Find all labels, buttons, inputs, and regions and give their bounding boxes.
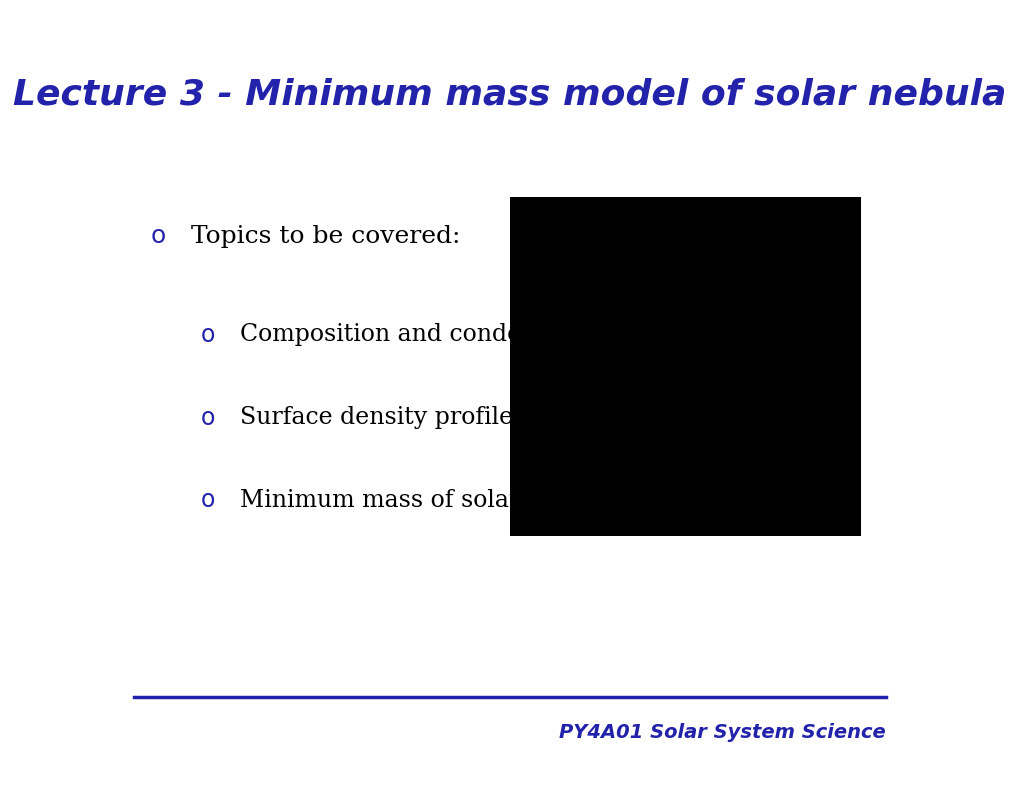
Text: o: o [201, 489, 215, 512]
Text: Topics to be covered:: Topics to be covered: [192, 225, 461, 248]
Text: o: o [151, 225, 166, 248]
Text: Composition and condensation: Composition and condensation [240, 323, 608, 347]
Bar [510, 197, 860, 536]
Text: PY4A01 Solar System Science: PY4A01 Solar System Science [558, 723, 886, 742]
Text: o: o [201, 323, 215, 347]
Text: Lecture 3 - Minimum mass model of solar nebula: Lecture 3 - Minimum mass model of solar … [13, 77, 1006, 112]
Text: Minimum mass of solar nebula: Minimum mass of solar nebula [240, 489, 608, 512]
Text: Surface density profile: Surface density profile [240, 406, 513, 429]
Text: o: o [201, 406, 215, 429]
